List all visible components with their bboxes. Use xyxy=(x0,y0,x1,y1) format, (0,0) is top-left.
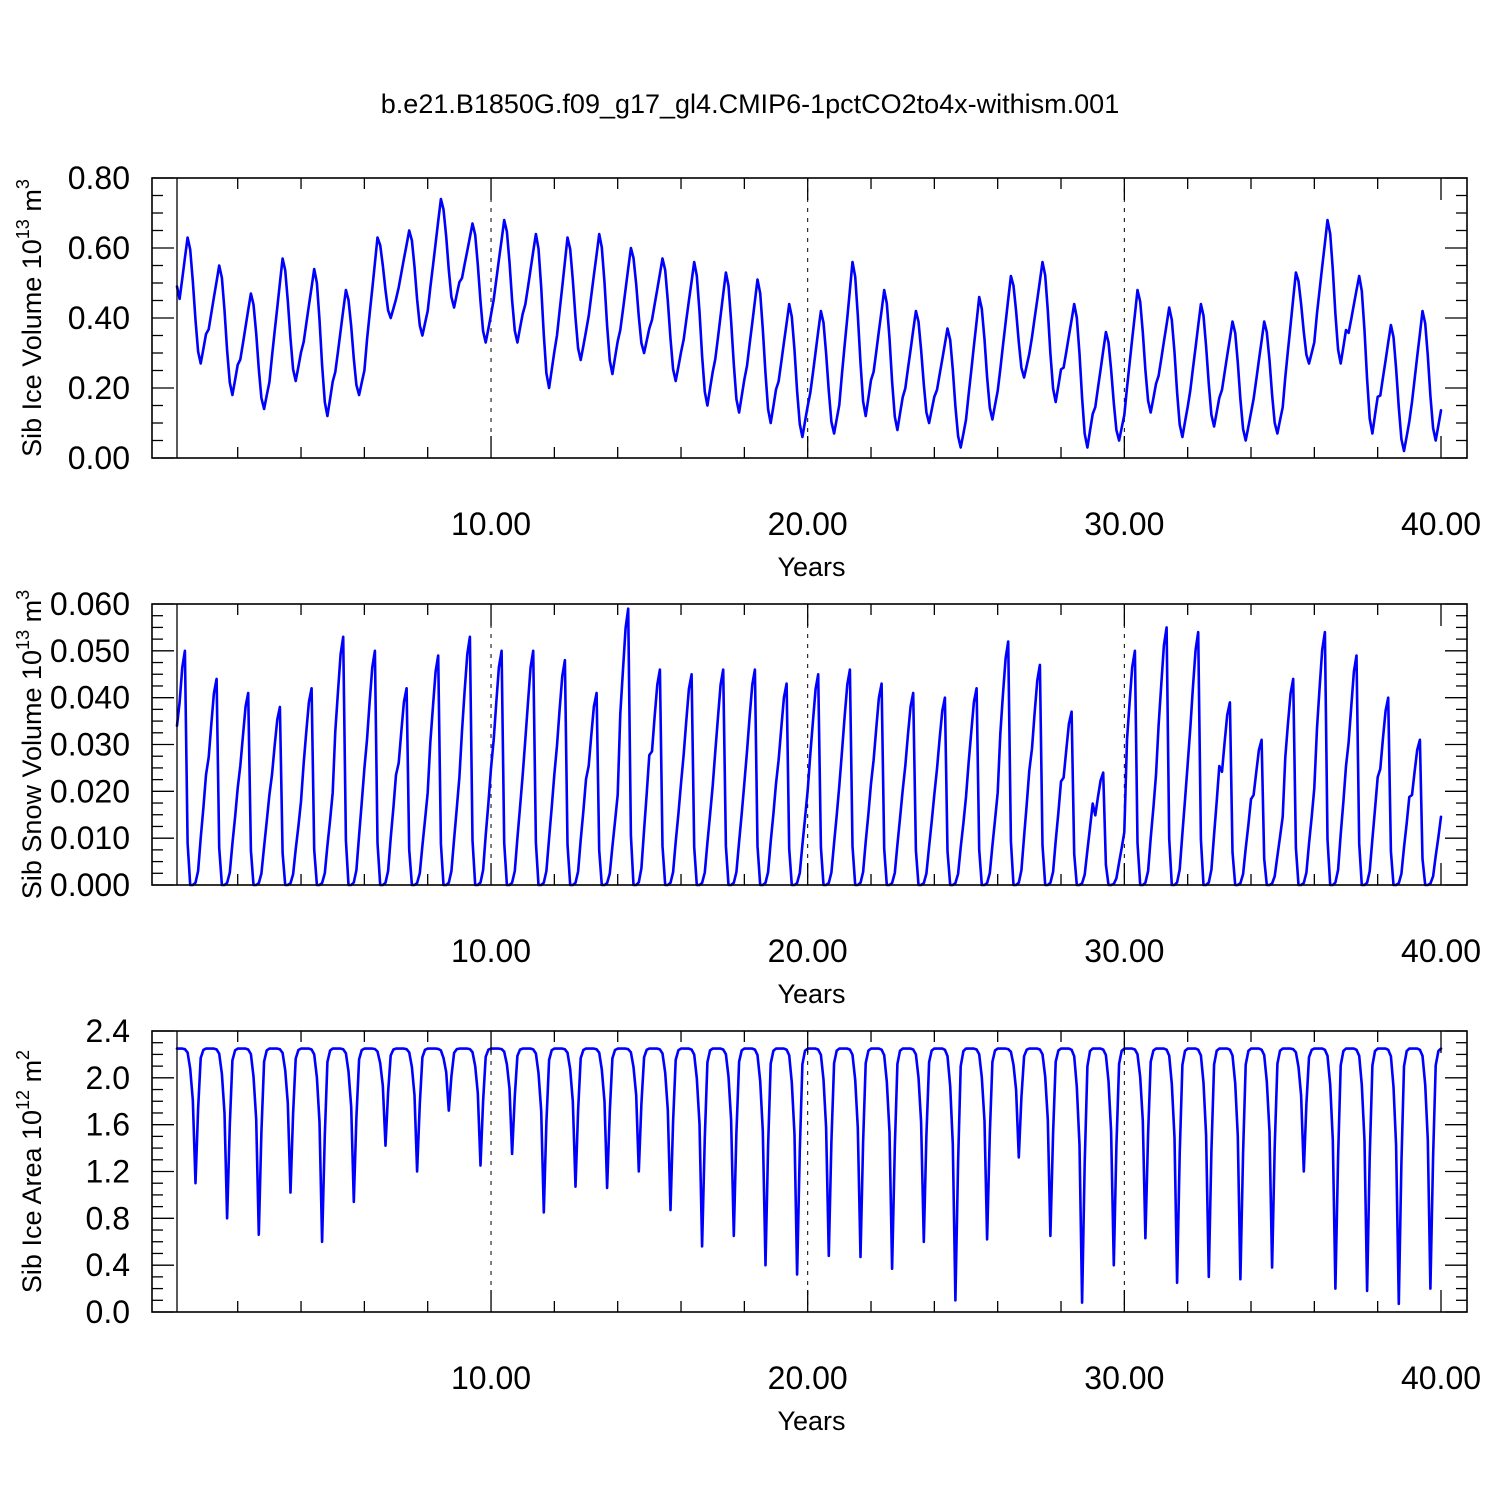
x-tick-label: 10.00 xyxy=(451,1360,531,1396)
panel-2: 0.000 0.010 0.020 0.030 0.040 0.050 0.060 10.00… xyxy=(13,586,1481,1009)
x-tick-label: 10.00 xyxy=(451,933,531,969)
y-tick-label: 0.8 xyxy=(86,1200,130,1236)
x-tick-label: 20.00 xyxy=(768,1360,848,1396)
y-tick-label: 0.030 xyxy=(50,727,130,763)
x-tick-label: 20.00 xyxy=(768,506,848,542)
x-axis-label: Years xyxy=(777,1406,845,1436)
x-tick-label: 10.00 xyxy=(451,506,531,542)
y-tick-label: 0.060 xyxy=(50,586,130,622)
x-axis-label: Years xyxy=(777,979,845,1009)
series-line xyxy=(175,607,1443,887)
y-axis-label: Sib Ice Area 1012 m2 xyxy=(13,1050,47,1293)
y-tick-label: 1.6 xyxy=(86,1107,130,1143)
plot-frame xyxy=(151,603,1468,886)
y-tick-label: 0.40 xyxy=(68,300,130,336)
x-tick-label: 40.00 xyxy=(1401,1360,1481,1396)
y-axis-label: Sib Snow Volume 1013 m3 xyxy=(13,590,47,899)
x-tick-label: 30.00 xyxy=(1084,1360,1164,1396)
chart-title: b.e21.B1850G.f09_g17_gl4.CMIP6-1pctCO2to… xyxy=(381,89,1119,119)
series-line xyxy=(175,1047,1443,1306)
x-axis-label: Years xyxy=(777,552,845,582)
y-tick-label: 0.0 xyxy=(86,1294,130,1330)
y-tick-label: 0.00 xyxy=(68,440,130,476)
y-tick-label: 1.2 xyxy=(86,1154,130,1190)
x-tick-label: 30.00 xyxy=(1084,506,1164,542)
series-line xyxy=(175,197,1443,453)
y-tick-label: 0.60 xyxy=(68,230,130,266)
y-tick-label: 2.4 xyxy=(86,1013,130,1049)
y-axis-label: Sib Ice Volume 1013 m3 xyxy=(13,179,47,457)
y-tick-label: 0.040 xyxy=(50,680,130,716)
x-tick-label: 40.00 xyxy=(1401,506,1481,542)
panel-1: 0.00 0.20 0.40 0.60 0.80 10.00 20.00 30.00 40.00… xyxy=(13,160,1481,582)
x-tick-label: 40.00 xyxy=(1401,933,1481,969)
y-tick-label: 0.80 xyxy=(68,160,130,196)
y-tick-label: 2.0 xyxy=(86,1060,130,1096)
y-tick-label: 0.010 xyxy=(50,820,130,856)
x-tick-label: 30.00 xyxy=(1084,933,1164,969)
panel-3: 0.0 0.4 0.8 1.2 1.6 2.0 2.4 10.00 20.00 30.00 40.0… xyxy=(13,1013,1481,1436)
x-tick-label: 20.00 xyxy=(768,933,848,969)
y-tick-label: 0.20 xyxy=(68,370,130,406)
y-tick-label: 0.000 xyxy=(50,867,130,903)
y-tick-label: 0.020 xyxy=(50,773,130,809)
y-tick-label: 0.4 xyxy=(86,1247,130,1283)
y-tick-label: 0.050 xyxy=(50,633,130,669)
